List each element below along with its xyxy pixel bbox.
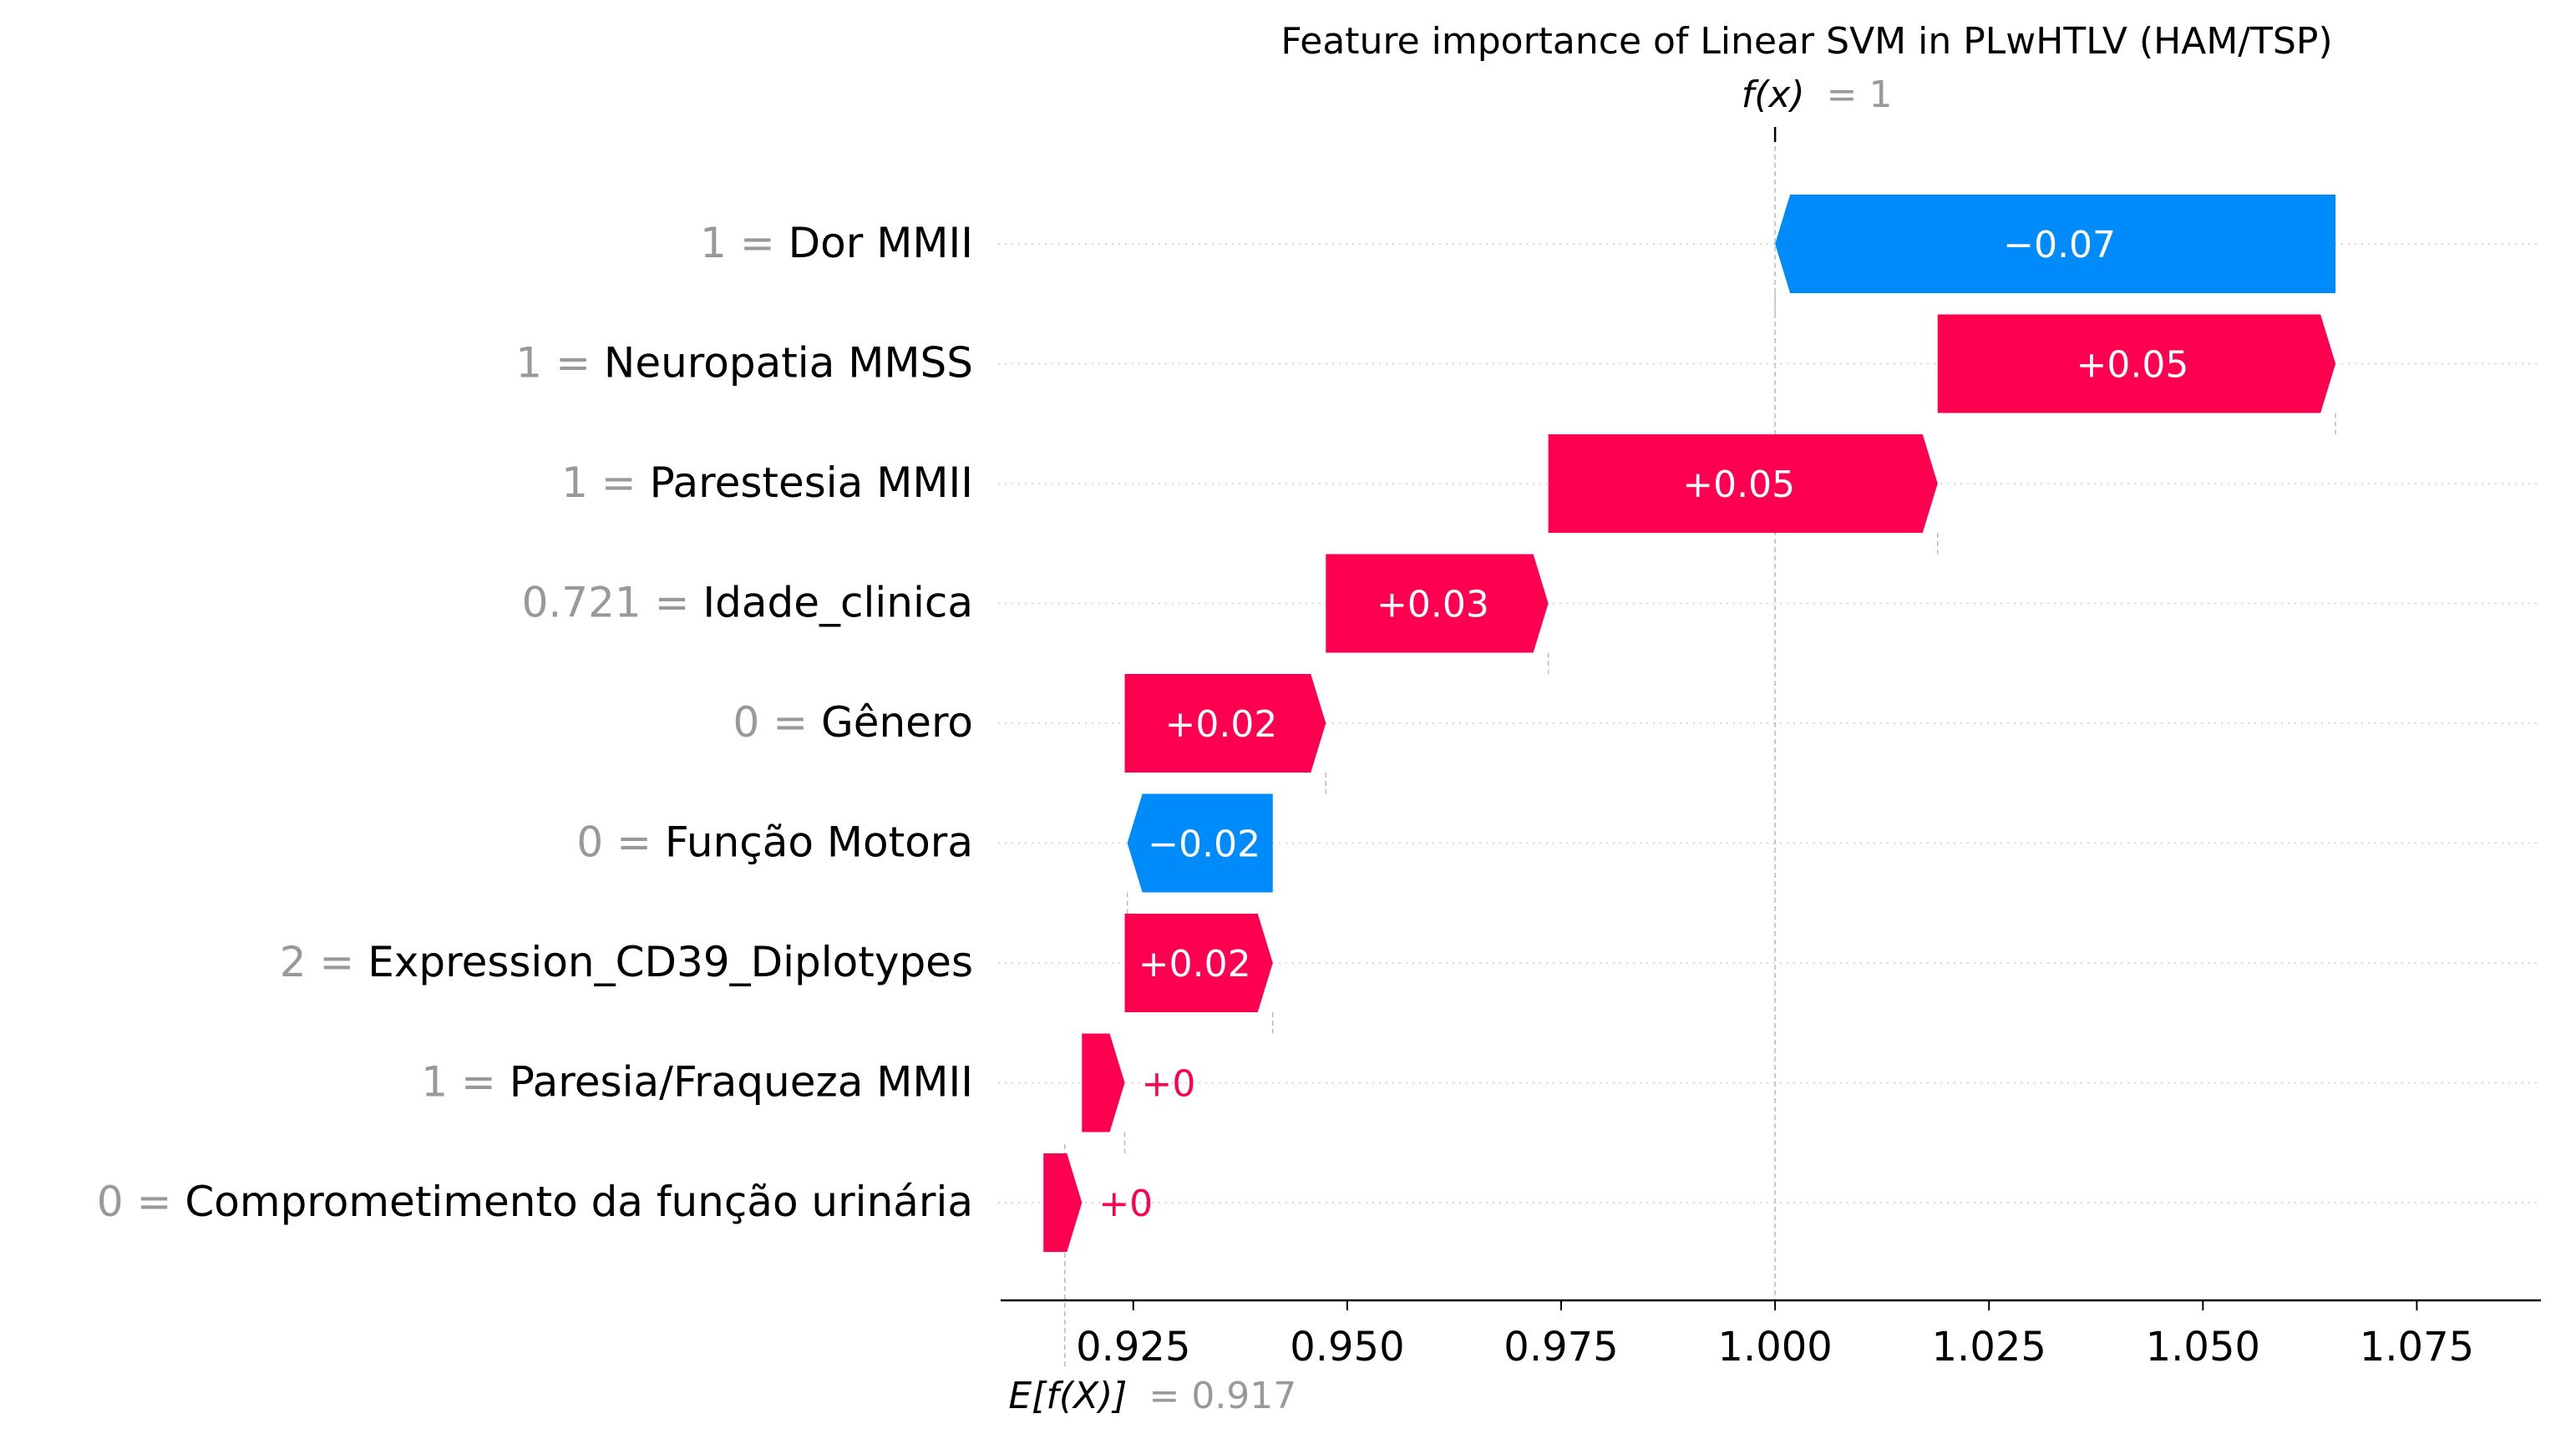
feature-label: 2 = Expression_CD39_Diplotypes <box>280 938 973 986</box>
feature-value: 1 = <box>421 1058 510 1107</box>
positive-bar <box>1124 674 1326 773</box>
positive-bar <box>1937 314 2336 413</box>
positive-bar <box>1124 914 1273 1012</box>
fx-annotation: f(x) = 1 <box>1742 73 1893 142</box>
feature-value: 0 = <box>576 818 665 867</box>
feature-label: 1 = Parestesia MMII <box>561 459 973 507</box>
feature-name: Comprometimento da função urinária <box>185 1178 973 1226</box>
feature-label: 0.721 = Idade_clinica <box>522 579 973 627</box>
bar-value-label: +0 <box>1142 1063 1196 1106</box>
feature-value: 1 = <box>515 339 604 388</box>
feature-value: 1 = <box>700 219 789 267</box>
positive-bar <box>1548 434 1938 533</box>
x-tick-label: 1.075 <box>2360 1324 2474 1371</box>
x-tick-label: 0.975 <box>1504 1324 1618 1371</box>
bar-value-label: +0.03 <box>1377 584 1489 626</box>
feature-name: Idade_clinica <box>702 579 973 627</box>
x-ticks: 0.925 0.950 0.975 1.000 1.025 1.050 1.075 <box>1076 1300 2474 1371</box>
x-tick-label: 1.050 <box>2146 1324 2260 1371</box>
negative-bar <box>1127 793 1273 893</box>
feature-name: Gênero <box>821 698 973 747</box>
bar-value-label: +0.05 <box>2077 344 2189 387</box>
feature-label: 1 = Dor MMII <box>700 219 973 267</box>
x-tick-label: 1.025 <box>1932 1324 2046 1371</box>
base-symbol: E[f(X)] <box>1008 1375 1127 1417</box>
bar-value-labels: −0.07 +0.05 +0.05 +0.03 +0.02 −0.02 +0.02 +0 +0 <box>1098 224 2188 1225</box>
positive-bar <box>1082 1033 1125 1132</box>
feature-value: 2 = <box>280 938 368 986</box>
negative-bar <box>1775 195 2336 293</box>
feature-label: 1 = Neuropatia MMSS <box>515 339 973 388</box>
positive-bar <box>1326 554 1549 653</box>
fx-symbol: f(x) <box>1742 73 1805 116</box>
feature-label: 0 = Gênero <box>733 698 973 747</box>
feature-value: 0 = <box>733 698 821 747</box>
x-tick-label: 0.950 <box>1290 1324 1404 1371</box>
bar-value-label: +0.05 <box>1682 464 1795 506</box>
feature-value: 0.721 = <box>522 579 703 627</box>
bar-value-label: +0.02 <box>1164 703 1277 746</box>
bar-value-label: −0.02 <box>1148 823 1260 866</box>
fx-value: = 1 <box>1827 73 1893 116</box>
x-axis: 0.925 0.950 0.975 1.000 1.025 1.050 1.075 <box>1001 1299 2541 1371</box>
feature-label: 1 = Paresia/Fraqueza MMII <box>421 1058 973 1107</box>
feature-label: 0 = Função Motora <box>576 818 973 867</box>
feature-name: Função Motora <box>665 818 973 867</box>
feature-name: Neuropatia MMSS <box>604 339 973 388</box>
positive-bar <box>1043 1153 1083 1252</box>
base-value: = 0.917 <box>1149 1375 1296 1417</box>
feature-value: 1 = <box>561 459 650 507</box>
bars <box>1043 195 2336 1252</box>
feature-name: Expression_CD39_Diplotypes <box>368 938 973 986</box>
x-tick-label: 1.000 <box>1717 1324 1832 1371</box>
x-tick-label: 0.925 <box>1076 1324 1190 1371</box>
feature-name: Paresia/Fraqueza MMII <box>510 1058 973 1107</box>
fx-label: f(x) = 1 <box>1742 73 1893 116</box>
bar-value-label: +0.02 <box>1138 943 1251 986</box>
feature-name: Dor MMII <box>789 219 973 267</box>
bar-value-label: +0 <box>1098 1183 1153 1225</box>
feature-label: 0 = Comprometimento da função urinária <box>97 1178 973 1226</box>
feature-name: Parestesia MMII <box>650 459 973 507</box>
base-value-label: E[f(X)] = 0.917 <box>1008 1375 1296 1417</box>
feature-value: 0 = <box>97 1178 185 1226</box>
chart-title: Feature importance of Linear SVM in PLwH… <box>1280 20 2332 63</box>
bar-value-label: −0.07 <box>2003 224 2116 266</box>
